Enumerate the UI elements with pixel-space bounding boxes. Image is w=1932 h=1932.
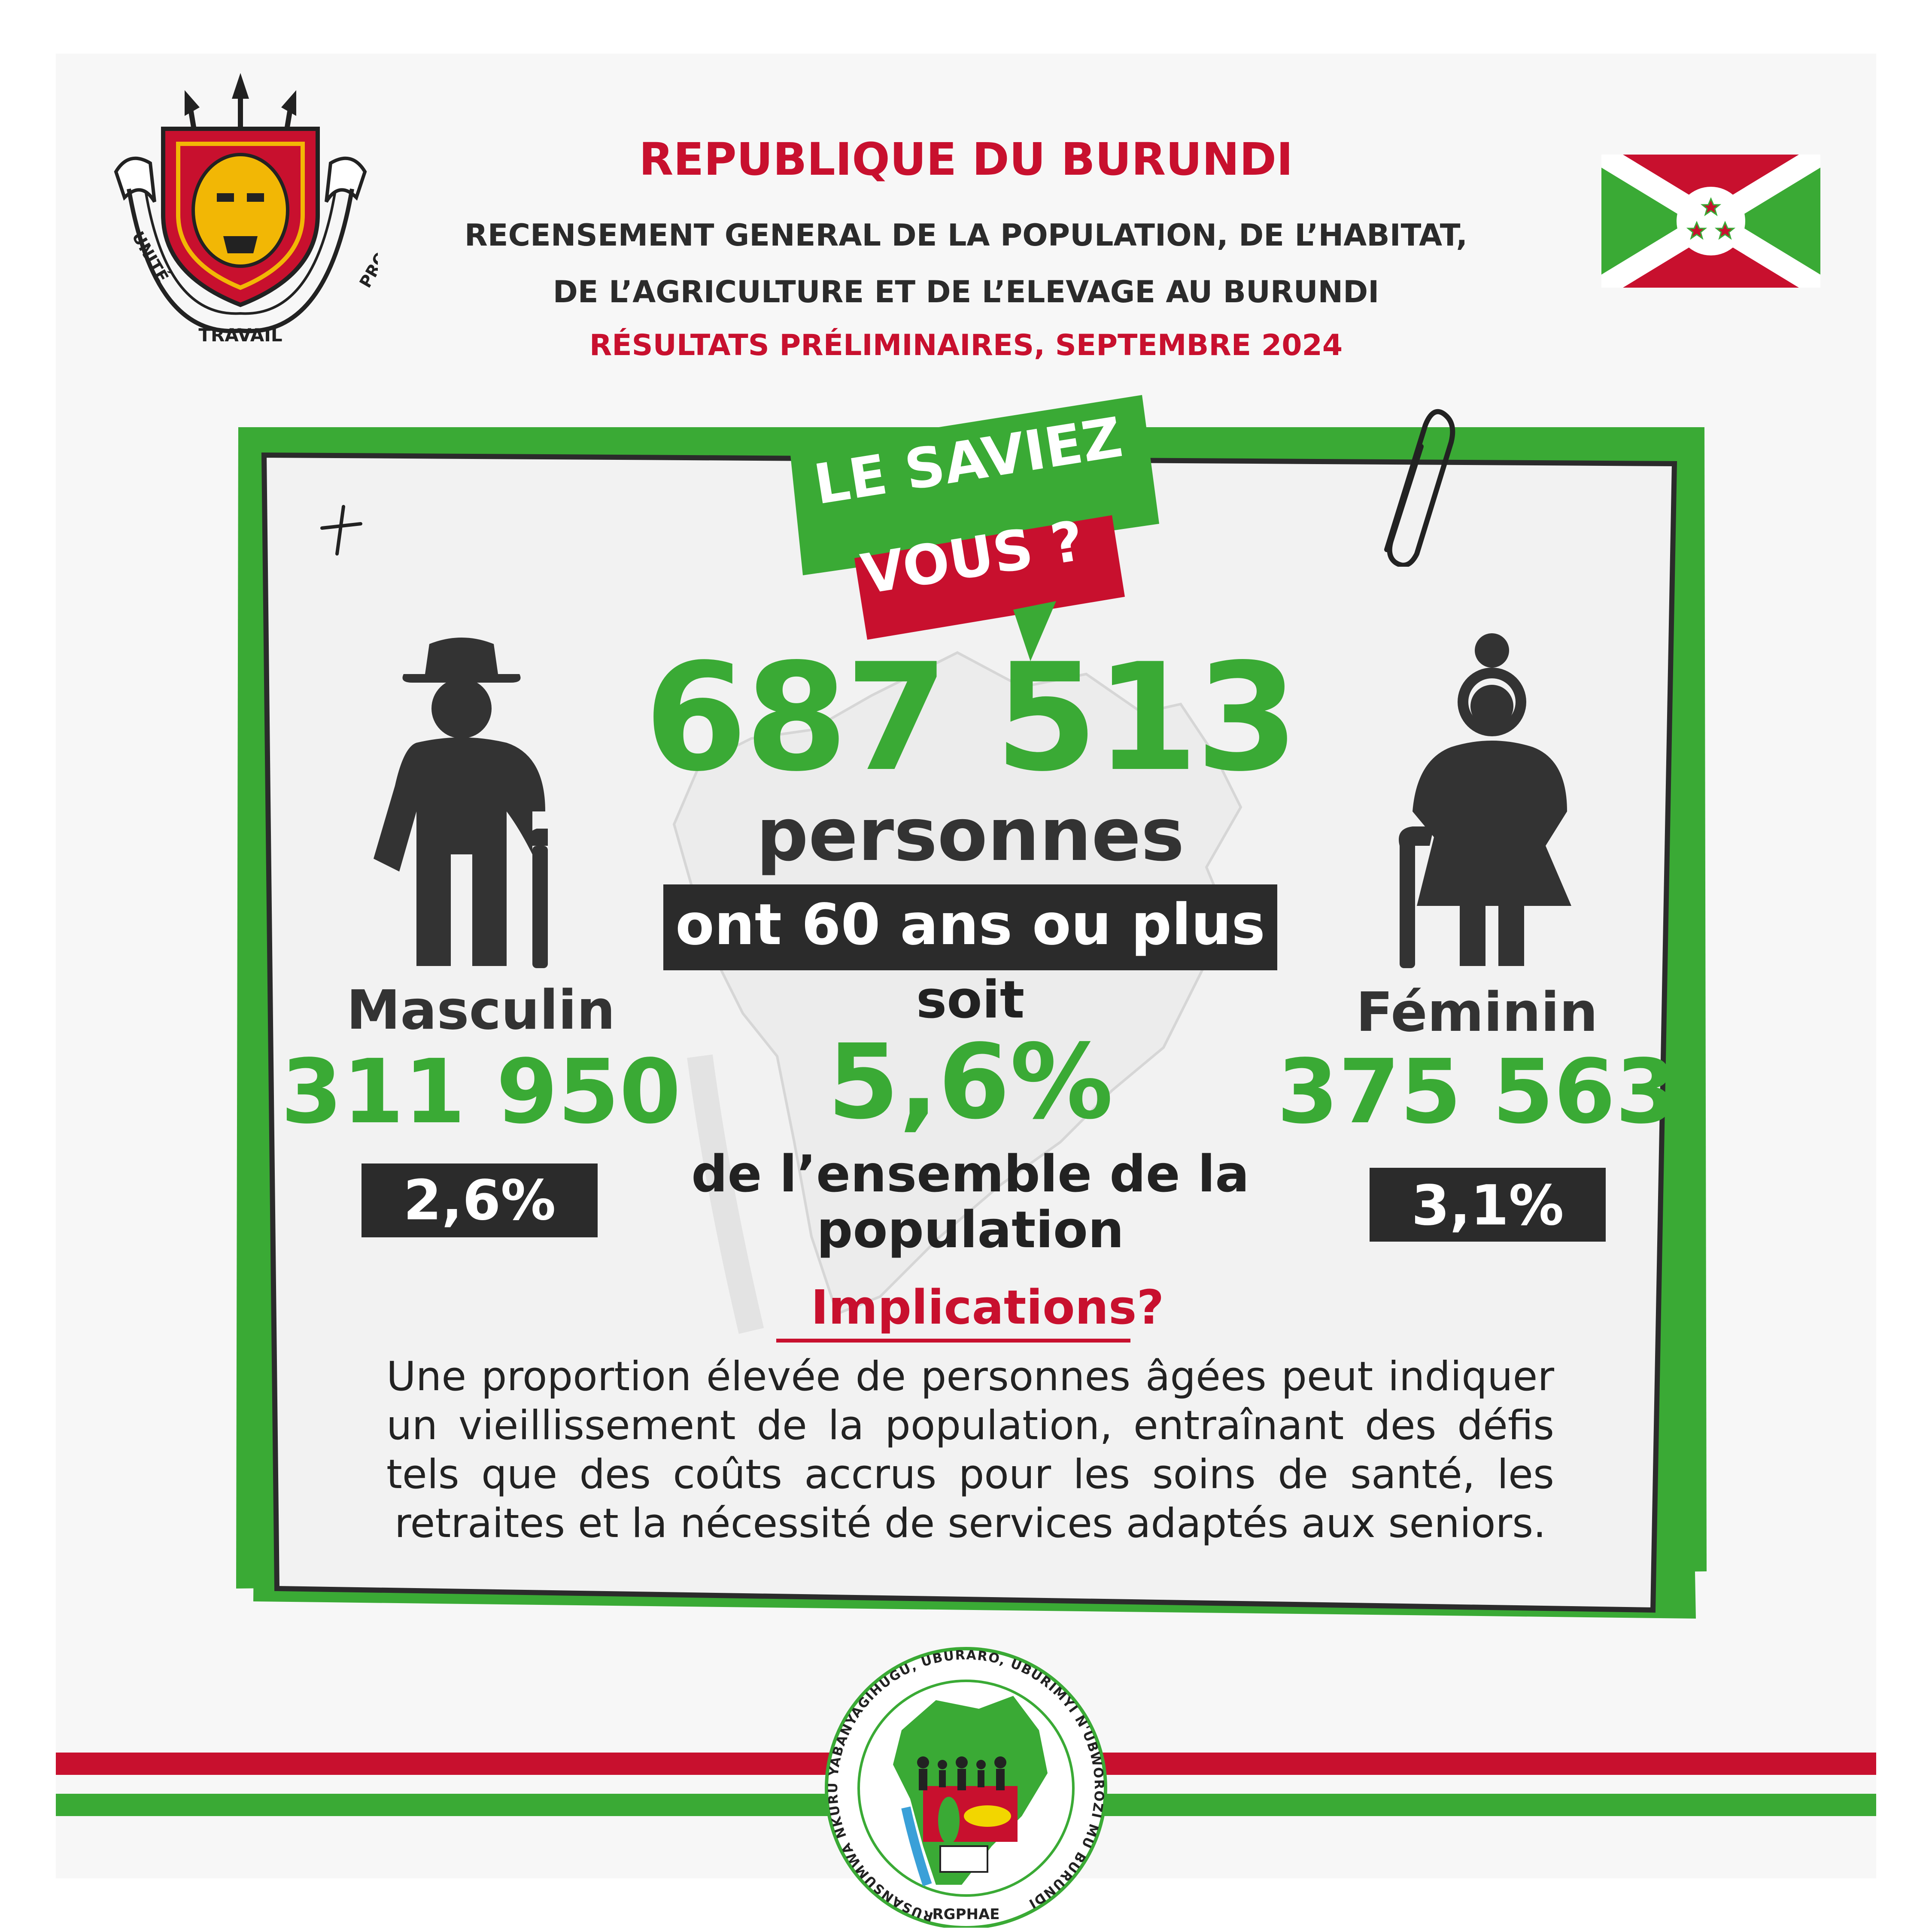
burundi-flag-icon <box>1601 155 1820 288</box>
burundi-map-watermark <box>672 651 1242 1334</box>
coat-of-arms-motto: UNITÉ TRAVAIL PROGRÈS <box>128 206 378 346</box>
female-percent: 3,1% <box>1411 1174 1564 1238</box>
did-you-know-banner <box>790 395 1159 661</box>
female-percent-box <box>1370 1168 1606 1242</box>
census-title: RECENSEMENT GENERAL DE LA POPULATION, DE… <box>365 207 1567 320</box>
implications-underline <box>776 1339 1130 1343</box>
motto-unite: UNITÉ <box>128 228 172 286</box>
census-title-line1: RECENSEMENT GENERAL DE LA POPULATION, DE… <box>464 218 1468 253</box>
male-percent-box <box>361 1163 598 1237</box>
coat-of-arms-icon <box>114 73 367 334</box>
total-elderly-count: 687 513 <box>644 632 1299 804</box>
motto-travail: TRAVAIL <box>198 325 282 346</box>
age-condition-box <box>663 884 1277 970</box>
unit-label: personnes <box>756 793 1185 878</box>
paper-clip-icon <box>1384 409 1455 567</box>
cross-mark-icon <box>320 505 362 556</box>
male-percent: 2,6% <box>403 1169 556 1233</box>
results-subtitle: RÉSULTATS PRÉLIMINAIRES, SEPTEMBRE 2024 <box>589 328 1343 362</box>
elderly-woman-icon <box>1399 633 1571 968</box>
age-condition-text: ont 60 ans ou plus <box>675 892 1265 958</box>
female-label: Féminin <box>1356 981 1598 1044</box>
female-count: 375 563 <box>1277 1040 1677 1143</box>
rgphae-logo-icon: RUSANSUMWA NKURU YABANYAGIHUGU, UBURARO,… <box>825 1647 1107 1928</box>
elderly-man-icon <box>374 638 548 968</box>
male-count: 311 950 <box>281 1040 681 1143</box>
implications-text: Une proportion élevée de personnes âgées… <box>386 1353 1554 1547</box>
share-label: de l’ensemble de la population <box>691 1144 1249 1259</box>
census-title-line2: DE L’AGRICULTURE ET DE L’ELEVAGE AU BURU… <box>553 274 1379 310</box>
implications-title: Implications? <box>811 1280 1164 1335</box>
male-label: Masculin <box>346 978 615 1042</box>
logo-acronym: RGPHAE <box>932 1906 999 1923</box>
total-percent: 5,6% <box>827 1022 1113 1142</box>
country-title: REPUBLIQUE DU BURUNDI <box>639 133 1293 185</box>
connector-text: soit <box>916 970 1025 1030</box>
